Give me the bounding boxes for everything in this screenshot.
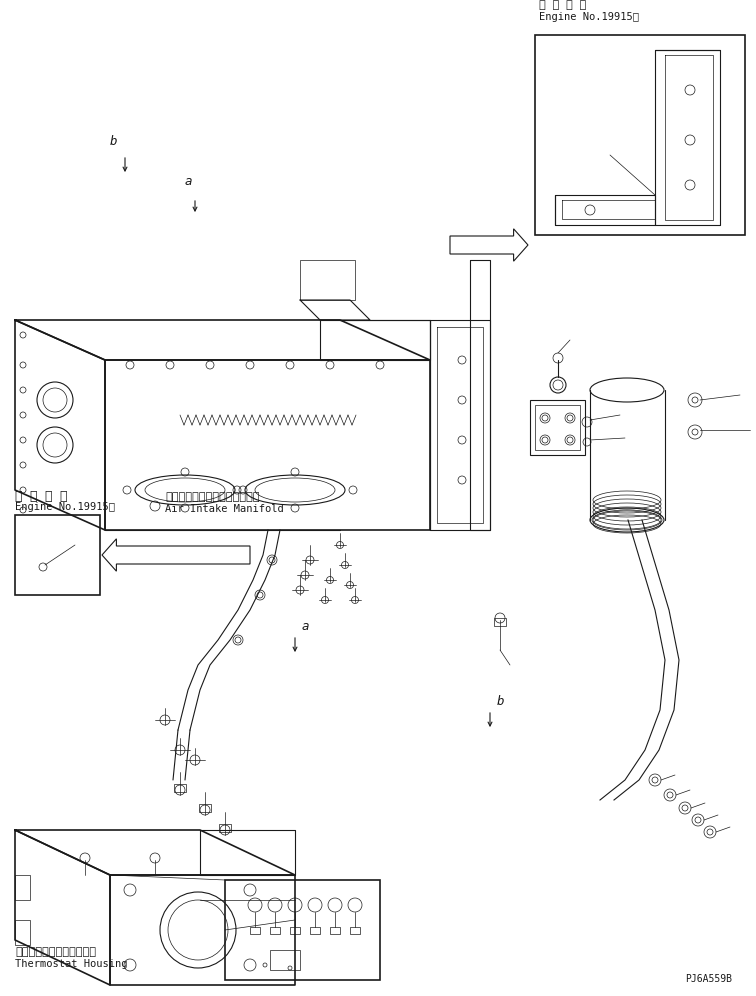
Bar <box>535 35 745 235</box>
Bar <box>174 784 186 792</box>
Text: Engine No.19915～: Engine No.19915～ <box>539 12 639 22</box>
Bar <box>494 618 506 626</box>
Bar <box>350 927 360 934</box>
Text: Engine No.19915～: Engine No.19915～ <box>15 502 115 512</box>
Text: 適 用 号 機: 適 用 号 機 <box>539 0 586 10</box>
Bar <box>290 927 300 934</box>
Bar <box>270 927 280 934</box>
Text: a: a <box>185 175 193 188</box>
Bar <box>15 515 100 595</box>
Text: エアーインテークマニホールド: エアーインテークマニホールド <box>165 492 259 502</box>
Bar <box>270 950 300 970</box>
Text: 適 用 号 機: 適 用 号 機 <box>15 490 67 503</box>
Text: PJ6A559B: PJ6A559B <box>685 974 732 984</box>
Bar <box>199 804 211 812</box>
Bar <box>535 405 580 450</box>
Text: Thermostat Housing: Thermostat Housing <box>15 959 128 969</box>
Bar <box>310 927 320 934</box>
Text: Air Intake Manifold: Air Intake Manifold <box>165 504 284 514</box>
Bar <box>250 927 260 934</box>
Text: サーモスタットハウジング: サーモスタットハウジング <box>15 947 96 957</box>
Bar <box>219 824 231 832</box>
Bar <box>15 920 30 945</box>
Bar <box>530 400 585 455</box>
Bar <box>330 927 340 934</box>
Bar <box>225 880 380 980</box>
Bar <box>15 875 30 900</box>
Text: a: a <box>302 620 309 633</box>
Bar <box>300 260 355 300</box>
Text: b: b <box>497 695 504 708</box>
Text: b: b <box>110 135 117 148</box>
